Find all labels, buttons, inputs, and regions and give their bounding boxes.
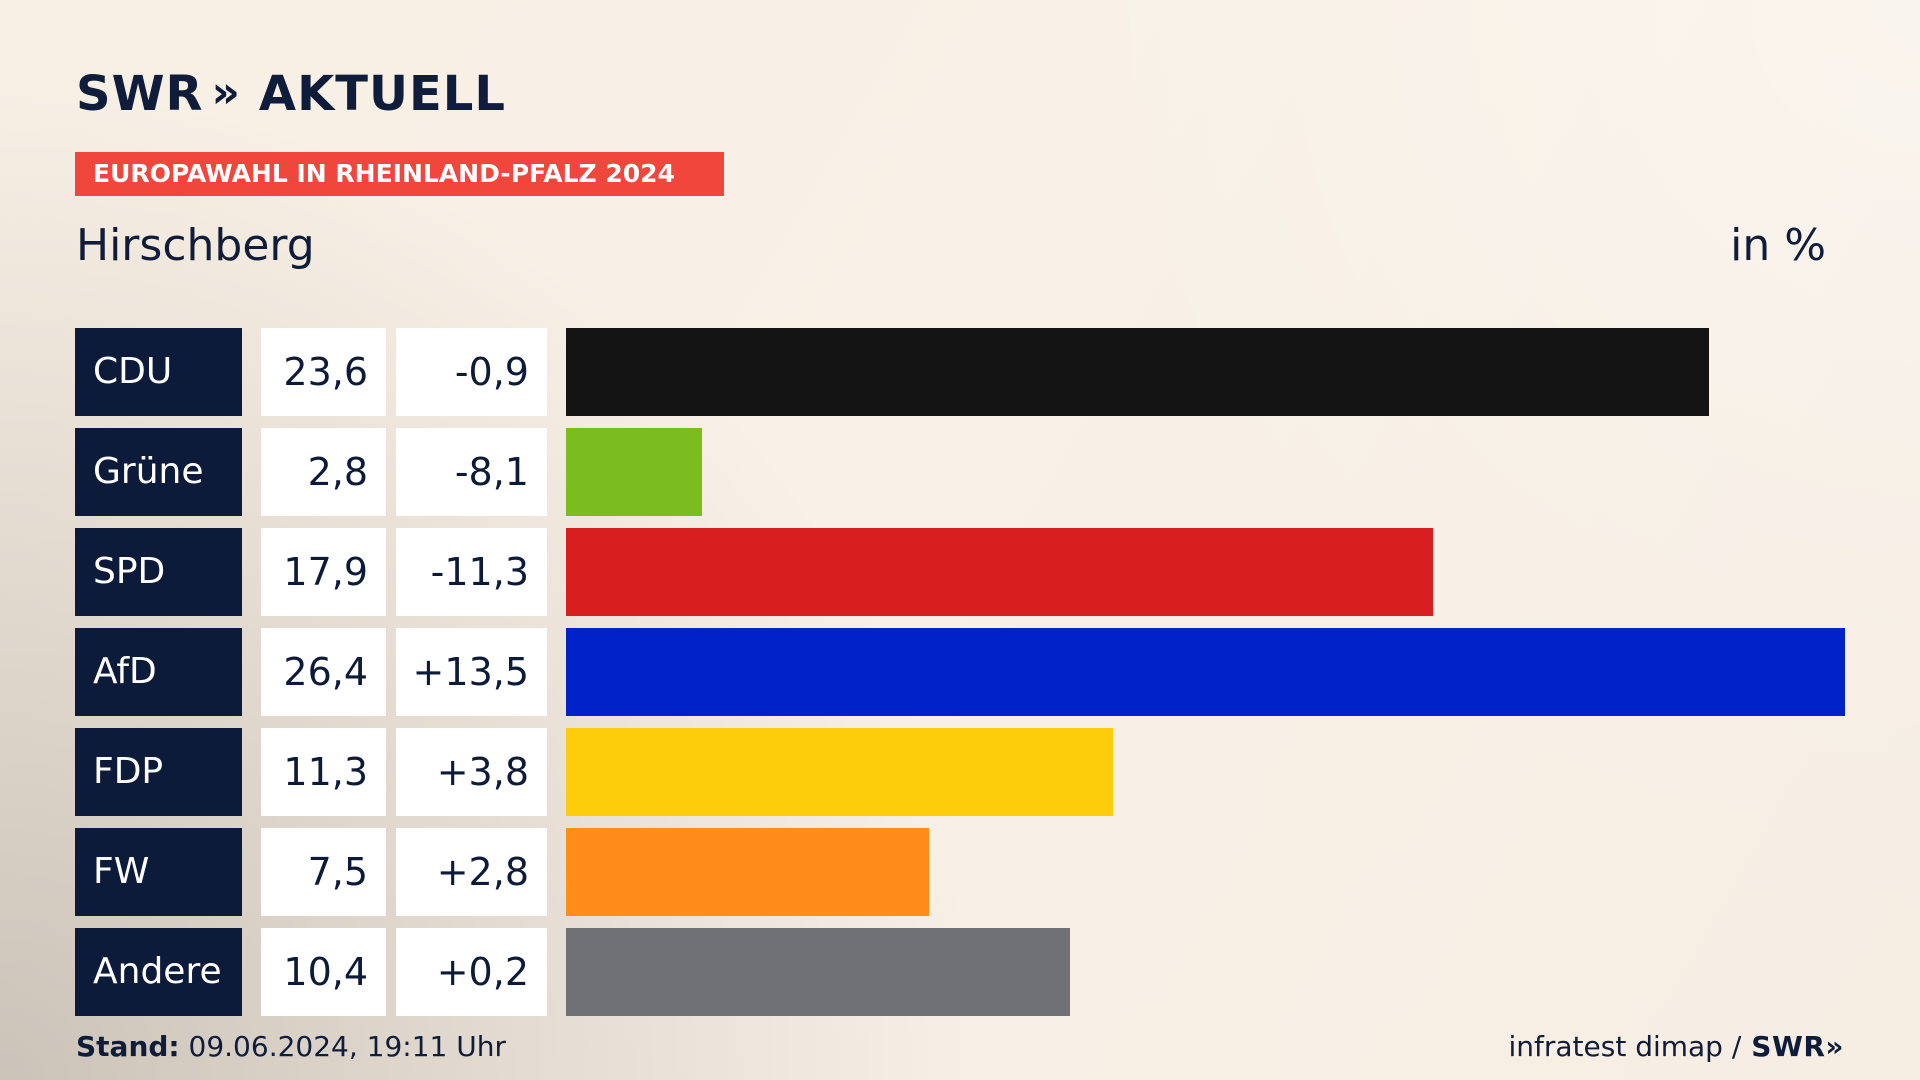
chart-row: Grüne 2,8 -8,1 [75, 428, 1845, 516]
chart-row: Andere 10,4 +0,2 [75, 928, 1845, 1016]
bar [566, 828, 929, 916]
party-label: FDP [75, 728, 242, 816]
region-title: Hirschberg [76, 220, 315, 271]
footer-source: infratest dimap / SWR» [1508, 1030, 1844, 1063]
party-label: CDU [75, 328, 242, 416]
value-label: 26,4 [261, 628, 386, 716]
election-ribbon: EUROPAWAHL IN RHEINLAND-PFALZ 2024 [75, 152, 724, 196]
party-label: SPD [75, 528, 242, 616]
diff-label: +3,8 [396, 728, 547, 816]
bar [566, 728, 1113, 816]
stand-label: Stand: [76, 1030, 180, 1063]
source-label: infratest dimap / [1508, 1030, 1742, 1063]
chart-row: AfD 26,4 +13,5 [75, 628, 1845, 716]
value-label: 17,9 [261, 528, 386, 616]
bar [566, 528, 1433, 616]
party-label: FW [75, 828, 242, 916]
bar [566, 928, 1070, 1016]
diff-label: +0,2 [396, 928, 547, 1016]
chart-row: FW 7,5 +2,8 [75, 828, 1845, 916]
party-label: Grüne [75, 428, 242, 516]
value-label: 10,4 [261, 928, 386, 1016]
logo-swr-text: SWR [76, 66, 204, 122]
source-swr-logo: SWR» [1751, 1030, 1844, 1063]
diff-label: -0,9 [396, 328, 547, 416]
party-label: Andere [75, 928, 242, 1016]
chart-row: CDU 23,6 -0,9 [75, 328, 1845, 416]
swr-aktuell-logo: SWR » AKTUELL [76, 64, 506, 124]
party-label: AfD [75, 628, 242, 716]
value-label: 7,5 [261, 828, 386, 916]
diff-label: -11,3 [396, 528, 547, 616]
logo-aktuell-text: AKTUELL [258, 66, 506, 122]
value-label: 23,6 [261, 328, 386, 416]
bar [566, 428, 702, 516]
footer-timestamp: Stand: 09.06.2024, 19:11 Uhr [76, 1030, 506, 1063]
diff-label: -8,1 [396, 428, 547, 516]
chart-row: FDP 11,3 +3,8 [75, 728, 1845, 816]
value-label: 2,8 [261, 428, 386, 516]
diff-label: +13,5 [396, 628, 547, 716]
bar [566, 328, 1709, 416]
chart-row: SPD 17,9 -11,3 [75, 528, 1845, 616]
diff-label: +2,8 [396, 828, 547, 916]
unit-label: in % [1730, 220, 1826, 271]
value-label: 11,3 [261, 728, 386, 816]
stand-value: 09.06.2024, 19:11 Uhr [188, 1030, 506, 1063]
bar [566, 628, 1845, 716]
logo-chevrons-icon: » [211, 66, 241, 118]
